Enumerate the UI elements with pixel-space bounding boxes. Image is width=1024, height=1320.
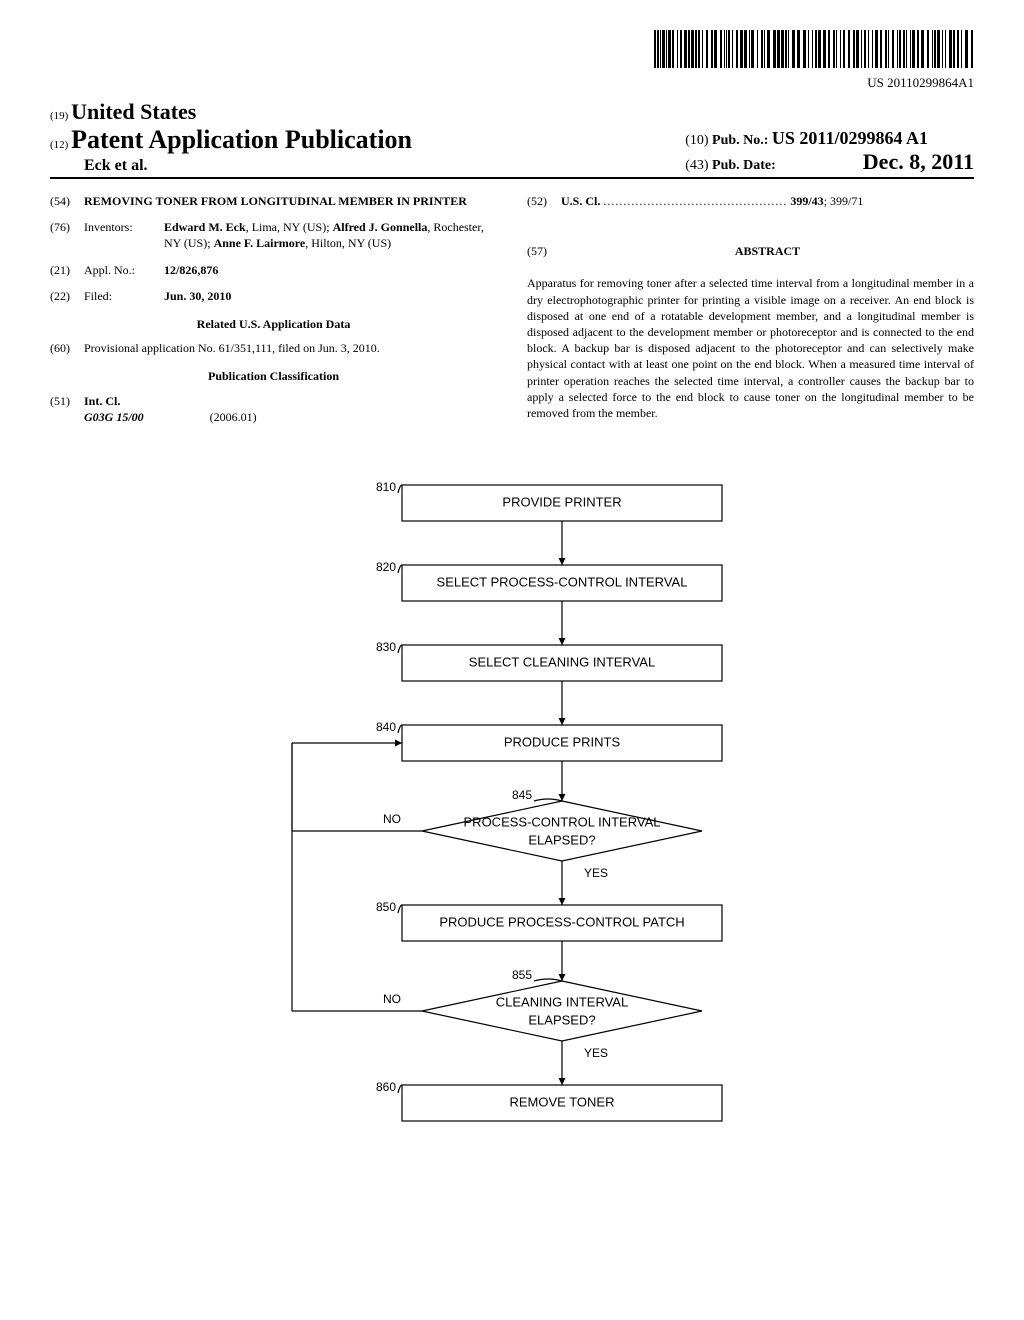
svg-text:SELECT CLEANING INTERVAL: SELECT CLEANING INTERVAL [469,654,655,669]
f52-dots: ........................................… [603,194,787,208]
inventor-3-loc: , Hilton, NY (US) [305,236,391,250]
f57-code: (57) [527,243,561,265]
doc-type-line: (12) Patent Application Publication [50,125,412,155]
svg-text:ELAPSED?: ELAPSED? [528,832,595,847]
svg-text:NO: NO [383,812,401,826]
pub-no-value: US 2011/0299864 A1 [772,128,928,148]
inventor-3: Anne F. Lairmore [214,236,306,250]
header-left: (19) United States (12) Patent Applicati… [50,99,412,175]
svg-text:845: 845 [512,788,532,802]
doc-type-code: (12) [50,139,68,151]
field-51: (51) Int. Cl. G03G 15/00 (2006.01) [50,393,497,425]
f54-title: REMOVING TONER FROM LONGITUDINAL MEMBER … [84,193,497,209]
field-60: (60) Provisional application No. 61/351,… [50,340,497,356]
f60-text: Provisional application No. 61/351,111, … [84,340,497,356]
pub-date-value: Dec. 8, 2011 [863,149,974,174]
svg-text:NO: NO [383,992,401,1006]
right-column: (52) U.S. Cl. ..........................… [527,193,974,435]
svg-text:840: 840 [376,720,396,734]
f22-label: Filed: [84,288,164,304]
f54-code: (54) [50,193,84,209]
pub-no-label: Pub. No.: [712,133,768,148]
country-line: (19) United States [50,99,412,125]
header-right: (10) Pub. No.: US 2011/0299864 A1 (43) P… [685,128,974,175]
f60-code: (60) [50,340,84,356]
abstract-heading: ABSTRACT [561,243,974,259]
pub-no-code: (10) [685,133,708,148]
field-76: (76) Inventors: Edward M. Eck, Lima, NY … [50,219,497,251]
f21-code: (21) [50,262,84,278]
field-21: (21) Appl. No.: 12/826,876 [50,262,497,278]
f51-edition: (2006.01) [210,410,257,424]
svg-text:CLEANING INTERVAL: CLEANING INTERVAL [496,994,628,1009]
abstract-text: Apparatus for removing toner after a sel… [527,275,974,421]
f52-code: (52) [527,193,561,209]
svg-text:PRODUCE PRINTS: PRODUCE PRINTS [504,734,621,749]
f51-label: Int. Cl. [84,394,120,408]
country-name: United States [71,99,196,124]
pub-no-line: (10) Pub. No.: US 2011/0299864 A1 [685,128,974,149]
header: (19) United States (12) Patent Applicati… [50,99,974,179]
svg-text:860: 860 [376,1080,396,1094]
f52-label: U.S. Cl. [561,194,600,208]
f52-extra: ; 399/71 [824,194,864,208]
f22-value: Jun. 30, 2010 [164,288,497,304]
svg-text:YES: YES [584,1046,608,1060]
f52-values: 399/43 [790,194,823,208]
f22-code: (22) [50,288,84,304]
f21-value: 12/826,876 [164,262,497,278]
related-heading: Related U.S. Application Data [50,316,497,332]
country-code: (19) [50,110,68,122]
doc-type: Patent Application Publication [71,125,412,154]
svg-text:855: 855 [512,968,532,982]
inventor-2: Alfred J. Gonnella [333,220,428,234]
pub-date-code: (43) [685,158,708,173]
f51-code: (51) [50,393,84,425]
svg-text:820: 820 [376,560,396,574]
field-54: (54) REMOVING TONER FROM LONGITUDINAL ME… [50,193,497,209]
field-22: (22) Filed: Jun. 30, 2010 [50,288,497,304]
svg-text:830: 830 [376,640,396,654]
barcode [654,30,974,68]
f76-body: Edward M. Eck, Lima, NY (US); Alfred J. … [164,219,497,251]
f51-class: G03G 15/00 [84,410,144,424]
svg-text:PRODUCE PROCESS-CONTROL PATCH: PRODUCE PROCESS-CONTROL PATCH [439,914,684,929]
svg-text:YES: YES [584,866,608,880]
f21-label: Appl. No.: [84,262,164,278]
pub-date-line: (43) Pub. Date: Dec. 8, 2011 [685,149,974,175]
f76-label: Inventors: [84,219,164,251]
biblio: (54) REMOVING TONER FROM LONGITUDINAL ME… [50,193,974,435]
svg-text:REMOVE TONER: REMOVE TONER [510,1094,615,1109]
inventor-1-loc: , Lima, NY (US); [246,220,333,234]
field-52: (52) U.S. Cl. ..........................… [527,193,974,209]
svg-text:ELAPSED?: ELAPSED? [528,1012,595,1027]
flowchart: PROVIDE PRINTER 810 SELECT PROCESS-CONTROL… [50,465,974,1145]
barcode-text: US 20110299864A1 [50,75,974,91]
svg-text:SELECT PROCESS-CONTROL INTERVA: SELECT PROCESS-CONTROL INTERVAL [437,574,688,589]
svg-text:PROCESS-CONTROL INTERVAL: PROCESS-CONTROL INTERVAL [464,814,661,829]
field-57: (57) ABSTRACT [527,243,974,265]
inventor-1: Edward M. Eck [164,220,246,234]
left-column: (54) REMOVING TONER FROM LONGITUDINAL ME… [50,193,497,435]
authors: Eck et al. [84,157,412,175]
svg-text:850: 850 [376,900,396,914]
svg-text:810: 810 [376,480,396,494]
f51-body: Int. Cl. G03G 15/00 (2006.01) [84,393,497,425]
svg-text:PROVIDE PRINTER: PROVIDE PRINTER [502,494,621,509]
f76-code: (76) [50,219,84,251]
f52-body: U.S. Cl. ...............................… [561,193,974,209]
barcode-area: US 20110299864A1 [50,30,974,91]
pubclass-heading: Publication Classification [50,368,497,384]
pub-date-label: Pub. Date: [712,158,776,173]
